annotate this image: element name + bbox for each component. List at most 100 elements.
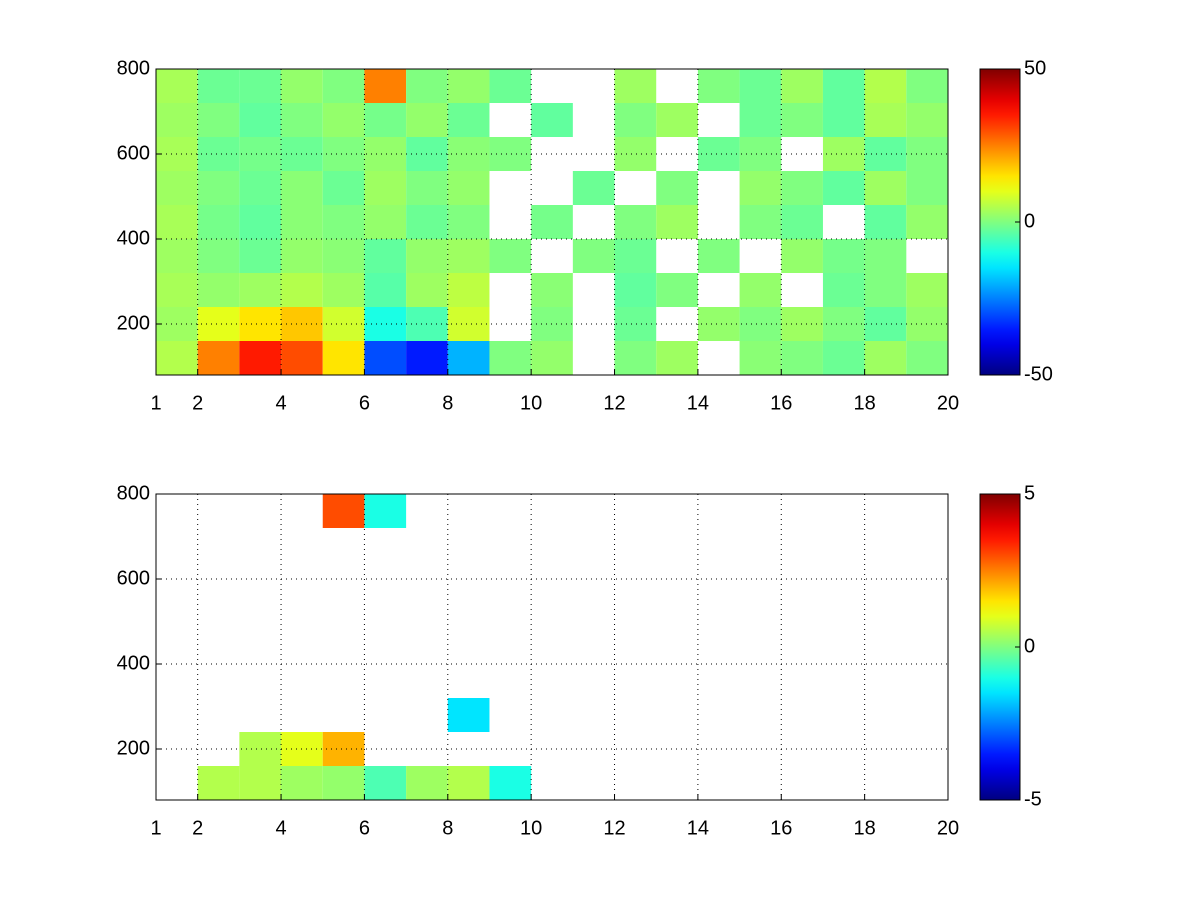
heatmap-cell: [822, 69, 865, 103]
heatmap-cell: [864, 69, 907, 103]
heatmap-cell: [447, 137, 490, 171]
heatmap-cell: [364, 205, 407, 239]
heatmap-cell: [322, 69, 365, 103]
heatmap-cell: [281, 273, 323, 307]
heatmap-cell: [781, 239, 823, 273]
heatmap-cell: [447, 239, 490, 273]
heatmap-cell: [906, 69, 948, 103]
heatmap-cell: [781, 69, 823, 103]
heatmap-cell: [614, 239, 657, 273]
heatmap-cell: [197, 273, 240, 307]
heatmap-cell: [489, 69, 532, 103]
colorbar-tick-label: 5: [1024, 482, 1035, 504]
heatmap-cell: [739, 307, 782, 341]
heatmap-cell: [531, 273, 573, 307]
x-tick-label: 20: [937, 817, 959, 839]
heatmap-cell: [489, 137, 532, 171]
colorbar-tick-label: 0: [1024, 210, 1035, 232]
heatmap-cell: [156, 273, 198, 307]
heatmap-cell: [156, 69, 198, 103]
y-tick-label: 400: [117, 227, 150, 249]
x-tick-label: 8: [442, 817, 453, 839]
heatmap-cell: [531, 341, 573, 375]
axes-frame: [155, 493, 949, 801]
heatmap-cell: [239, 171, 282, 205]
heatmap-cell: [322, 171, 365, 205]
heatmap-cell: [197, 205, 240, 239]
heatmap-cell: [406, 103, 448, 137]
heatmap-cell: [322, 137, 365, 171]
heatmap-cell: [447, 698, 490, 732]
colorbar: [979, 493, 1021, 801]
heatmap-cell: [239, 341, 282, 375]
heatmap-cell: [906, 273, 948, 307]
heatmap-cell: [364, 239, 407, 273]
heatmap-cell: [239, 137, 282, 171]
heatmap-cell: [197, 137, 240, 171]
heatmap-cell: [364, 341, 407, 375]
x-tick-label: 8: [442, 392, 453, 414]
heatmap-cell: [322, 103, 365, 137]
heatmap-cell: [322, 766, 365, 800]
x-tick-label: 18: [854, 392, 876, 414]
heatmap-cell: [822, 341, 865, 375]
heatmap-cell: [239, 103, 282, 137]
heatmap-cell: [197, 766, 240, 800]
heatmap-cell: [656, 103, 698, 137]
heatmap-cell: [864, 137, 907, 171]
x-tick-label: 6: [359, 392, 370, 414]
heatmap-cell: [406, 171, 448, 205]
heatmap-cell: [656, 273, 698, 307]
heatmap-cell: [739, 137, 782, 171]
heatmap-cell: [239, 205, 282, 239]
heatmap-cell: [822, 307, 865, 341]
heatmap-cell: [447, 273, 490, 307]
heatmap-cell: [322, 239, 365, 273]
heatmap-cell: [281, 239, 323, 273]
heatmap-cell: [531, 103, 573, 137]
heatmap-cell: [906, 171, 948, 205]
heatmap-cell: [156, 341, 198, 375]
heatmap-cell: [656, 171, 698, 205]
heatmap-cell: [322, 341, 365, 375]
heatmap-cell: [781, 205, 823, 239]
heatmap-cell: [739, 69, 782, 103]
heatmap-cell: [239, 69, 282, 103]
x-tick-label: 1: [150, 392, 161, 414]
heatmap-cell: [239, 239, 282, 273]
y-tick-label: 200: [117, 737, 150, 759]
heatmap-cell: [906, 103, 948, 137]
colorbar-tick-label: -5: [1024, 788, 1042, 810]
heatmap-cell: [197, 171, 240, 205]
heatmap-cell: [447, 171, 490, 205]
heatmap-cell: [697, 239, 740, 273]
heatmap-cell: [489, 766, 532, 800]
x-tick-label: 2: [192, 817, 203, 839]
heatmap-cell: [406, 273, 448, 307]
y-tick-label: 600: [117, 567, 150, 589]
heatmap-cell: [739, 341, 782, 375]
x-tick-label: 4: [275, 817, 286, 839]
heatmap-cell: [322, 273, 365, 307]
heatmap-cell: [739, 103, 782, 137]
x-tick-label: 18: [854, 817, 876, 839]
heatmap-cell: [864, 103, 907, 137]
heatmap-cell: [239, 273, 282, 307]
heatmap-cell: [614, 69, 657, 103]
heatmap-cell: [322, 494, 365, 528]
colorbar-tick-label: -50: [1024, 363, 1053, 385]
x-tick-label: 12: [603, 392, 625, 414]
heatmap-cell: [364, 171, 407, 205]
heatmap-cell: [447, 341, 490, 375]
heatmap-cell: [281, 69, 323, 103]
x-tick-label: 1: [150, 817, 161, 839]
heatmap-cell: [489, 239, 532, 273]
heatmap-cell: [697, 69, 740, 103]
heatmap-cell: [364, 103, 407, 137]
heatmap-cell: [197, 239, 240, 273]
y-tick-label: 800: [117, 57, 150, 79]
heatmap-cell: [322, 307, 365, 341]
heatmap-cell: [197, 341, 240, 375]
heatmap-cell: [697, 137, 740, 171]
heatmap-cell: [572, 239, 615, 273]
